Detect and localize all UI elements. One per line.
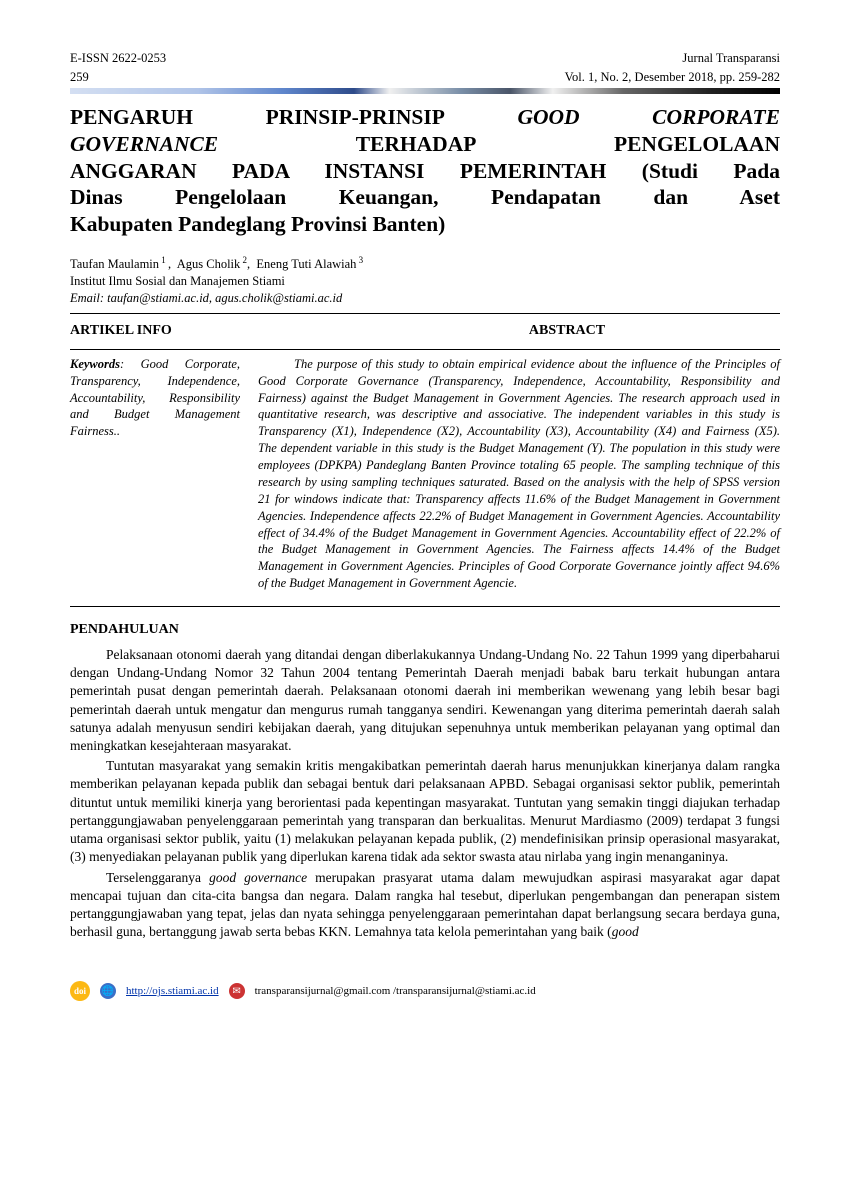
body-p3a: Terselenggaranya [106,870,209,885]
keywords-label: Keywords [70,357,120,371]
body-p1: Pelaksanaan otonomi daerah yang ditandai… [70,646,780,755]
page-footer: doi 🌐 http://ojs.stiami.ac.id ✉ transpar… [70,981,780,1001]
page-start: 259 [70,69,89,86]
rule-1 [70,313,780,314]
title-l5: Kabupaten Pandeglang Provinsi Banten) [70,211,780,238]
rule-2 [70,349,780,350]
author-1: Taufan Maulamin [70,257,159,271]
title-w3: GOOD [517,104,579,131]
doi-icon: doi [70,981,90,1001]
title-l3: ANGGARAN PADA INSTANSI PEMERINTAH (Studi… [70,158,780,185]
title-w7: PENGELOLAAN [614,131,780,158]
title-w1: PENGARUH [70,104,193,131]
title-w2: PRINSIP-PRINSIP [266,104,445,131]
body-p3b: good governance [209,870,307,885]
journal-name: Jurnal Transparansi [682,50,780,67]
body-p3: Terselenggaranya good governance merupak… [70,869,780,942]
body-p2: Tuntutan masyarakat yang semakin kritis … [70,757,780,866]
article-title: PENGARUH PRINSIP-PRINSIP GOOD CORPORATE … [70,104,780,238]
author-3: Eneng Tuti Alawiah [256,257,356,271]
gradient-divider [70,88,780,94]
artikel-info-heading: ARTIKEL INFO [70,322,172,341]
author-2: Agus Cholik [177,257,241,271]
issue-info: Vol. 1, No. 2, Desember 2018, pp. 259-28… [565,69,780,86]
globe-icon: 🌐 [100,983,116,999]
keyword-abstract-row: Keywords: Good Corporate, Transparency, … [70,356,780,592]
footer-emails: transparansijurnal@gmail.com /transparan… [255,984,536,999]
author-email: Email: taufan@stiami.ac.id, agus.cholik@… [70,290,780,307]
section-pendahuluan: PENDAHULUAN [70,621,780,640]
header-top-row: E-ISSN 2622-0253 Jurnal Transparansi [70,50,780,67]
affiliation: Institut Ilmu Sosial dan Manajemen Stiam… [70,273,780,290]
rule-3 [70,606,780,607]
title-w5: GOVERNANCE [70,131,218,158]
info-headings: ARTIKEL INFO ABSTRACT [70,320,780,343]
header-bottom-row: 259 Vol. 1, No. 2, Desember 2018, pp. 25… [70,69,780,86]
eissn: E-ISSN 2622-0253 [70,50,166,67]
title-l4: Dinas Pengelolaan Keuangan, Pendapatan d… [70,184,780,211]
title-w4: CORPORATE [652,104,780,131]
authors-line: Taufan Maulamin 1 , Agus Cholik 2, Eneng… [70,254,780,273]
body-p3d: good [612,924,639,939]
keywords-block: Keywords: Good Corporate, Transparency, … [70,356,240,592]
abstract-text: The purpose of this study to obtain empi… [258,356,780,592]
title-w6: TERHADAP [356,131,477,158]
journal-url-link[interactable]: http://ojs.stiami.ac.id [126,984,219,999]
abstract-heading: ABSTRACT [354,322,780,341]
mail-icon: ✉ [229,983,245,999]
